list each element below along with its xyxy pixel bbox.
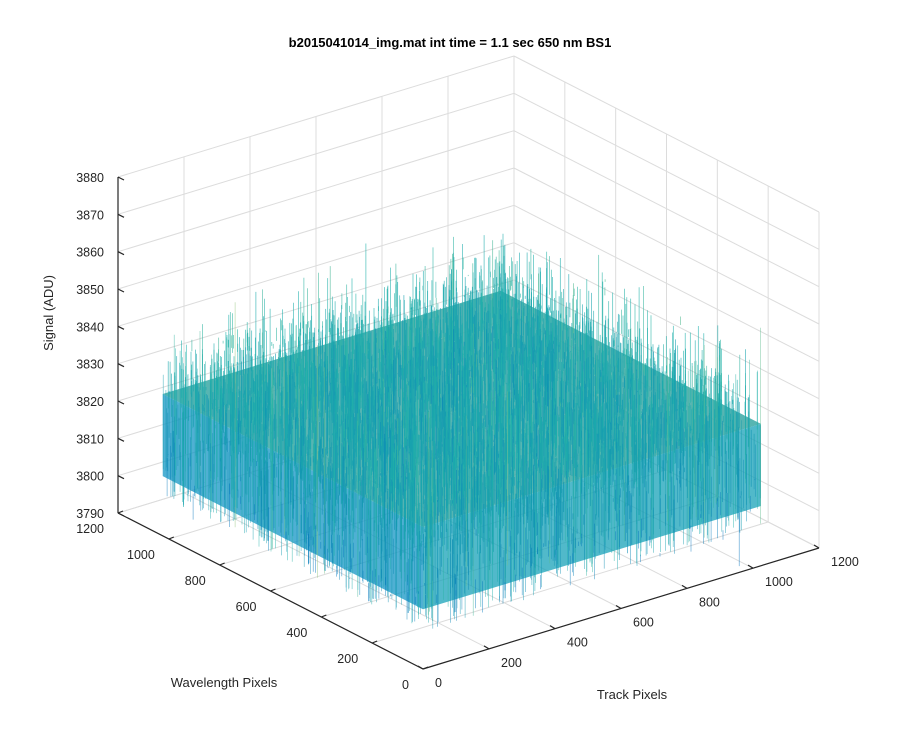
surface-layer <box>162 233 762 629</box>
grid-line-back-z <box>117 130 515 253</box>
grid-line-back-z <box>117 204 515 327</box>
grid-line-right-z <box>513 130 820 288</box>
grid-line-right-z <box>513 55 820 213</box>
grid-line-right-z <box>513 204 820 362</box>
grid-line-right-z <box>513 167 820 325</box>
grid-line-back-z <box>117 55 515 178</box>
grid-line-right-z <box>513 242 820 400</box>
grid-line-back-z <box>117 92 515 215</box>
grid-line-right-z <box>513 92 820 250</box>
grid-line-back-z <box>117 242 515 365</box>
grid-line-back-z <box>117 167 515 290</box>
